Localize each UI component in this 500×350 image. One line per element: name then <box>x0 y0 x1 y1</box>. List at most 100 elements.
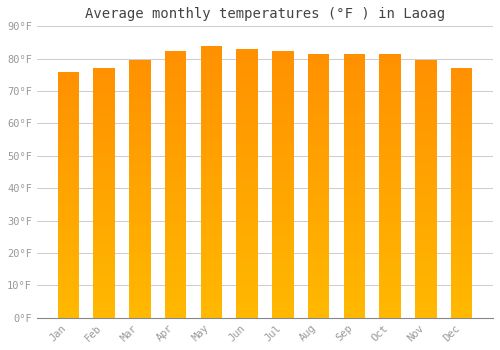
Bar <box>380 190 401 195</box>
Bar <box>129 181 150 185</box>
Bar <box>344 173 365 177</box>
Bar <box>58 182 79 187</box>
Bar <box>94 89 115 93</box>
Bar <box>272 215 293 220</box>
Bar <box>308 177 330 181</box>
Bar <box>236 260 258 264</box>
Bar <box>58 207 79 211</box>
Bar <box>308 142 330 146</box>
Bar <box>451 77 472 81</box>
Bar <box>94 110 115 114</box>
Bar <box>308 292 330 296</box>
Bar <box>165 287 186 291</box>
Bar <box>344 146 365 150</box>
Bar <box>415 60 436 65</box>
Bar <box>165 140 186 144</box>
Bar <box>165 256 186 260</box>
Bar <box>451 301 472 306</box>
Bar <box>129 305 150 309</box>
Bar <box>451 264 472 268</box>
Bar <box>272 304 293 309</box>
Bar <box>94 210 115 214</box>
Bar <box>165 304 186 309</box>
Bar <box>129 168 150 172</box>
Bar <box>236 71 258 76</box>
Bar <box>200 273 222 277</box>
Bar <box>94 131 115 135</box>
Bar <box>451 114 472 118</box>
Bar <box>272 91 293 95</box>
Bar <box>58 113 79 117</box>
Bar <box>380 107 401 111</box>
Bar <box>236 85 258 89</box>
Bar <box>308 300 330 304</box>
Bar <box>415 155 436 159</box>
Bar <box>200 77 222 82</box>
Bar <box>451 289 472 293</box>
Bar <box>200 204 222 209</box>
Bar <box>94 98 115 101</box>
Bar <box>380 129 401 133</box>
Bar <box>451 276 472 280</box>
Bar <box>236 148 258 152</box>
Bar <box>94 93 115 98</box>
Bar <box>165 296 186 300</box>
Bar <box>94 235 115 239</box>
Bar <box>94 193 115 197</box>
Bar <box>165 64 186 68</box>
Bar <box>94 85 115 89</box>
Bar <box>272 144 293 149</box>
Bar <box>236 210 258 215</box>
Bar <box>58 285 79 289</box>
Bar <box>200 286 222 290</box>
Bar <box>129 249 150 253</box>
Bar <box>308 225 330 230</box>
Bar <box>94 226 115 231</box>
Bar <box>272 158 293 162</box>
Bar <box>451 251 472 256</box>
Bar <box>58 96 79 100</box>
Bar <box>451 247 472 251</box>
Bar <box>380 186 401 190</box>
Bar <box>236 246 258 251</box>
Bar <box>380 247 401 252</box>
Bar <box>380 199 401 203</box>
Bar <box>200 232 222 236</box>
Bar <box>415 249 436 253</box>
Bar <box>308 85 330 89</box>
Bar <box>165 166 186 171</box>
Bar <box>380 76 401 80</box>
Bar <box>272 256 293 260</box>
Bar <box>344 309 365 314</box>
Bar <box>380 234 401 239</box>
Bar <box>94 289 115 293</box>
Bar <box>236 161 258 166</box>
Bar <box>344 116 365 120</box>
Bar <box>236 300 258 304</box>
Bar <box>129 112 150 116</box>
Bar <box>129 193 150 198</box>
Bar <box>58 162 79 166</box>
Bar <box>272 135 293 140</box>
Bar <box>236 103 258 107</box>
Bar <box>58 72 79 76</box>
Bar <box>165 242 186 247</box>
Bar <box>415 86 436 90</box>
Bar <box>58 232 79 236</box>
Bar <box>344 274 365 278</box>
Bar <box>308 314 330 318</box>
Bar <box>58 268 79 273</box>
Bar <box>380 212 401 217</box>
Bar <box>272 104 293 108</box>
Bar <box>236 309 258 313</box>
Bar <box>165 269 186 273</box>
Bar <box>94 181 115 185</box>
Bar <box>200 146 222 150</box>
Bar <box>129 155 150 159</box>
Bar <box>200 268 222 273</box>
Bar <box>236 193 258 197</box>
Bar <box>94 156 115 160</box>
Bar <box>236 233 258 237</box>
Bar <box>129 103 150 107</box>
Bar <box>344 300 365 304</box>
